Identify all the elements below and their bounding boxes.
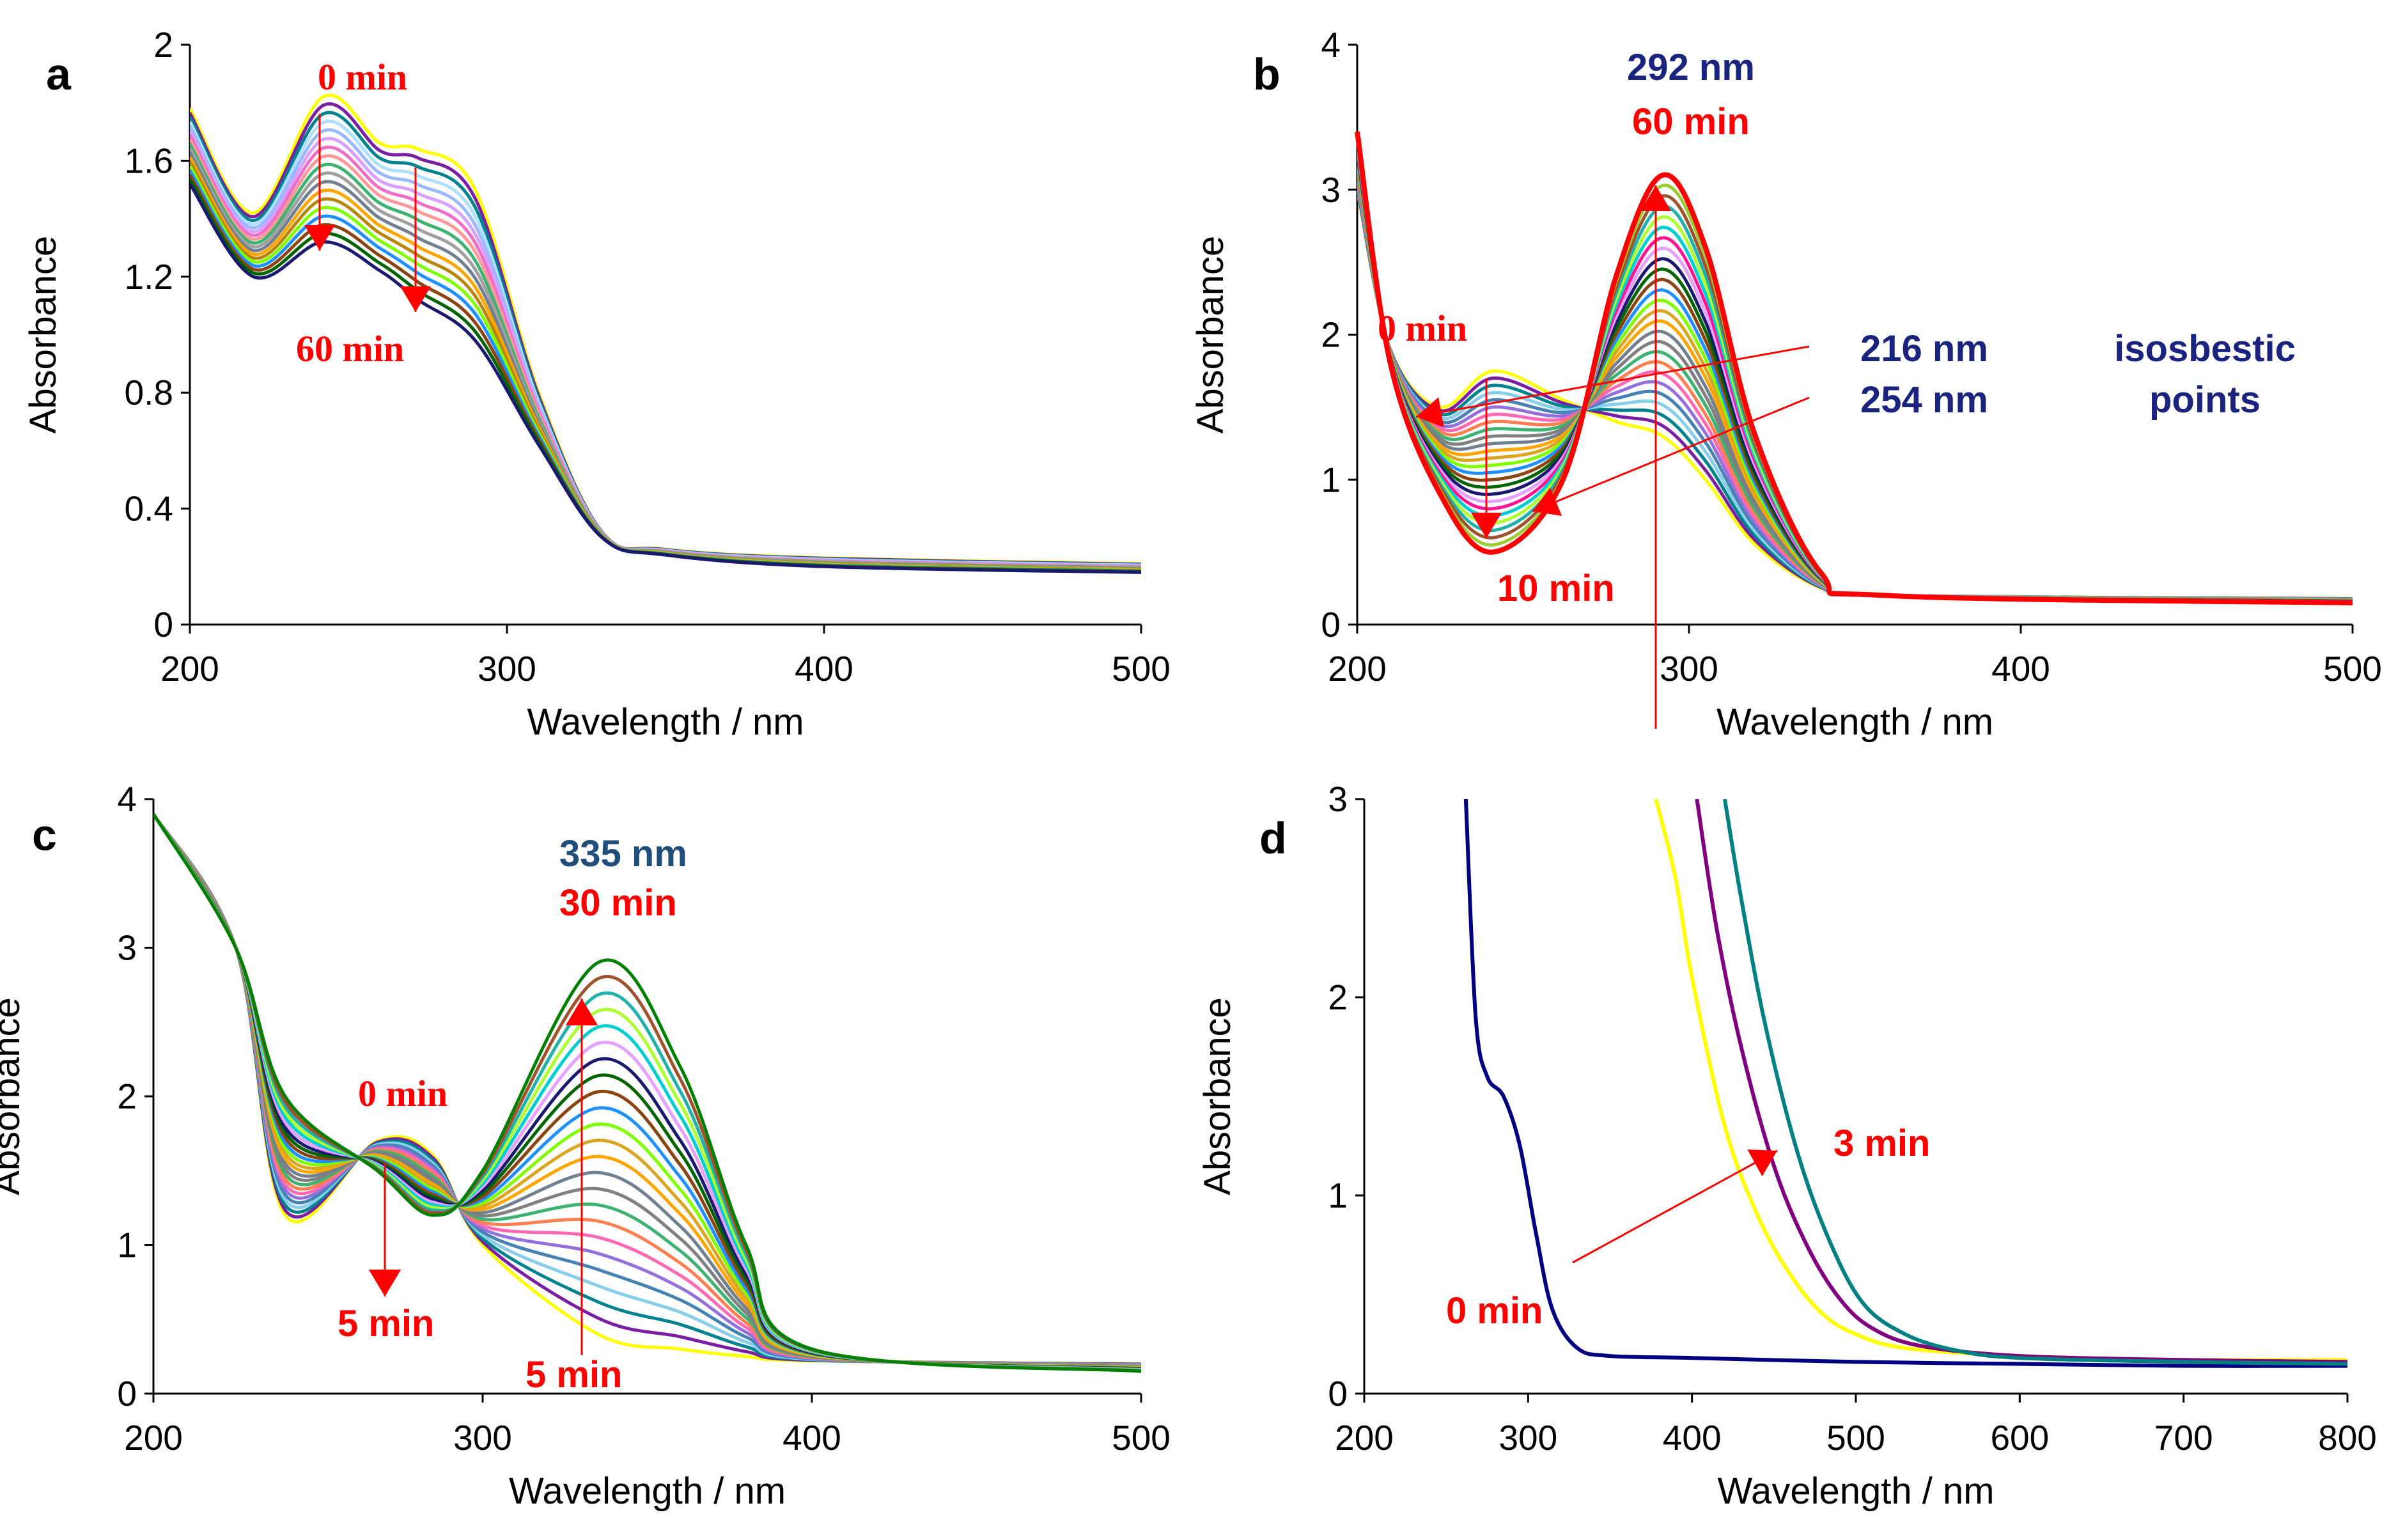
panel-c: 0 1 2 3 4 200 300 400 500 Wavelength / nm Absorban… [0, 779, 1171, 1512]
annotation-label: 0 min [358, 1073, 448, 1114]
x-tick-label: 200 [1335, 1418, 1394, 1458]
annotation-label: 5 min [525, 1354, 623, 1396]
series-line [190, 169, 1141, 573]
y-axis-label: Absorbance [22, 236, 64, 434]
y-tick-label: 1 [117, 1225, 137, 1265]
x-tick-label: 200 [124, 1418, 183, 1458]
panel-letter: c [32, 810, 57, 860]
annotation-label: 3 min [1833, 1123, 1931, 1164]
y-tick-label: 0 [117, 1374, 137, 1413]
panel-letter: b [1253, 49, 1280, 99]
annotation-label: 10 min [1497, 568, 1615, 609]
x-tick-label: 500 [1112, 1418, 1171, 1458]
annotation-label: 0 min [1446, 1290, 1543, 1332]
y-tick-label: 4 [1321, 25, 1341, 65]
annotation-label: points [2149, 379, 2261, 421]
arrow-head [1532, 487, 1562, 516]
y-axis-label: Absorbance [0, 997, 27, 1195]
annotation-label: 254 nm [1860, 379, 1988, 421]
y-tick-label: 2 [153, 25, 173, 65]
y-axis-label: Absorbance [1190, 236, 1231, 434]
series-line [1463, 799, 2347, 1368]
x-tick-label: 800 [2318, 1418, 2377, 1458]
y-tick-label: 3 [117, 928, 137, 968]
x-tick-label: 400 [782, 1418, 841, 1458]
x-tick-label: 500 [1112, 649, 1171, 688]
y-tick-label: 1.2 [125, 257, 173, 297]
arrow-head [400, 286, 431, 312]
annotation-arrow [1572, 1149, 1778, 1264]
series-line [190, 178, 1141, 574]
y-tick-label: 3 [1328, 779, 1348, 819]
arrow-head [1471, 513, 1502, 538]
y-tick-label: 2 [117, 1077, 137, 1116]
y-tick-label: 2 [1321, 315, 1341, 355]
series-line [153, 813, 1141, 1373]
series-group [153, 813, 1141, 1373]
arrow-head [304, 225, 335, 251]
y-tick-label: 4 [117, 779, 137, 819]
arrow-head [565, 999, 598, 1025]
annotation-arrow [1532, 396, 1810, 513]
x-tick-label: 200 [160, 649, 219, 688]
x-axis-label: Wavelength / nm [1717, 1470, 1994, 1512]
annotation-label: 216 nm [1860, 328, 1988, 369]
x-tick-label: 300 [453, 1418, 512, 1458]
y-tick-label: 0 [153, 605, 173, 644]
panel-letter: a [46, 49, 72, 99]
annotation-label: 30 min [559, 882, 677, 924]
arrow-head [1640, 185, 1671, 211]
y-axis-label: Absorbance [1197, 997, 1238, 1195]
panel-a: 0 0.4 0.8 1.2 1.6 2 200 300 400 500 Wavelength / n… [22, 25, 1171, 743]
x-tick-label: 200 [1328, 649, 1387, 688]
x-tick-label: 700 [2154, 1418, 2213, 1458]
arrow-head [1747, 1149, 1777, 1177]
y-tick-label: 0.8 [125, 373, 173, 412]
series-line [190, 183, 1141, 574]
annotation-arrow [1415, 345, 1810, 418]
x-tick-label: 300 [1498, 1418, 1557, 1458]
y-tick-label: 1 [1321, 460, 1341, 499]
x-tick-label: 400 [795, 649, 853, 688]
series-line-60min [1355, 131, 2353, 605]
x-axis-label: Wavelength / nm [509, 1470, 786, 1512]
series-group [190, 93, 1141, 574]
x-tick-label: 300 [478, 649, 536, 688]
annotation-label: 0 min [1378, 307, 1467, 349]
series-line [1722, 799, 2347, 1366]
y-tick-label: 2 [1328, 977, 1348, 1017]
x-tick-label: 400 [1991, 649, 2050, 688]
panel-b: 0 1 2 3 4 200 300 400 500 Wavelength / nm Absorban… [1190, 25, 2382, 743]
annotation-label: isosbestic [2114, 328, 2296, 369]
panel-letter: d [1259, 813, 1287, 863]
annotation-label: 335 nm [559, 833, 687, 875]
x-tick-label: 500 [2323, 649, 2382, 688]
series-group [1463, 799, 2347, 1368]
arrow-head [368, 1270, 401, 1296]
y-tick-label: 0 [1328, 1374, 1348, 1413]
x-tick-label: 600 [1990, 1418, 2049, 1458]
y-tick-label: 1.6 [125, 141, 173, 180]
annotation-label: 60 min [1632, 101, 1750, 143]
annotation-label: 0 min [318, 56, 407, 98]
annotation-label: 292 nm [1627, 47, 1755, 88]
y-tick-label: 0 [1321, 605, 1341, 644]
panel-d: 0 1 2 3 200 300 400 500 600 700 800 Wavelength / nm… [1197, 779, 2377, 1512]
series-line [1654, 799, 2347, 1362]
y-tick-label: 1 [1328, 1176, 1348, 1215]
x-tick-label: 500 [1826, 1418, 1885, 1458]
series-line [1695, 799, 2347, 1364]
x-tick-label: 400 [1663, 1418, 1722, 1458]
arrow-head [1416, 397, 1444, 428]
annotation-label: 60 min [296, 328, 404, 369]
x-axis-label: Wavelength / nm [527, 701, 804, 743]
x-tick-label: 300 [1660, 649, 1718, 688]
x-axis-label: Wavelength / nm [1716, 701, 1993, 743]
y-tick-label: 0.4 [125, 489, 173, 529]
annotation-label: 5 min [338, 1303, 435, 1344]
y-tick-label: 3 [1321, 170, 1341, 210]
